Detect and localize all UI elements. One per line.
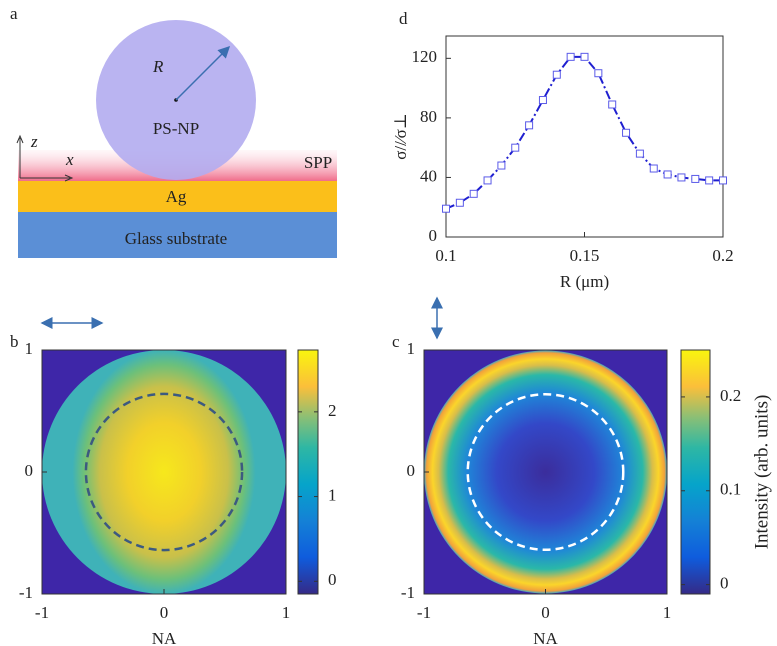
data-point xyxy=(705,176,714,185)
na-circle xyxy=(466,392,625,552)
y-tick-label: 40 xyxy=(420,166,437,185)
x-tick-label: 1 xyxy=(282,603,291,622)
data-point xyxy=(511,143,520,152)
x-axis-label: R (μm) xyxy=(560,272,609,291)
colorbar-label: Intensity (arb. units) xyxy=(751,395,772,550)
y-tick-label: 120 xyxy=(412,47,438,66)
data-point xyxy=(442,204,450,213)
radius-label: R xyxy=(152,57,164,76)
data-point xyxy=(538,96,547,105)
x-tick-label: 0 xyxy=(160,603,169,622)
substrate-label: Glass substrate xyxy=(125,229,227,248)
data-point xyxy=(649,164,658,173)
data-point xyxy=(566,52,575,61)
heatmap-image xyxy=(424,350,667,594)
y-tick-label: 0 xyxy=(407,461,416,480)
colorbar-tick-label: 2 xyxy=(328,401,337,420)
data-point xyxy=(677,173,686,182)
x-axis-label: NA xyxy=(533,629,558,646)
data-point xyxy=(719,176,727,185)
na-circle xyxy=(84,392,244,552)
y-tick-label: 0 xyxy=(429,226,438,245)
data-point xyxy=(663,170,672,179)
colorbar xyxy=(297,349,319,595)
radius-arrow xyxy=(175,45,231,101)
arrow-heads xyxy=(16,134,74,182)
x-tick-label: 1 xyxy=(663,603,672,622)
x-tick-label: 0.1 xyxy=(435,246,456,265)
panel-label: b xyxy=(10,332,19,351)
x-tick-label: -1 xyxy=(417,603,431,622)
diagram: a R PS-NP SPP Ag Glass substrate z x xyxy=(10,4,337,258)
y-axis-label: σ//⁄σ⊥ xyxy=(391,113,410,160)
colorbar-tick-label: 0 xyxy=(720,574,729,593)
data-point xyxy=(455,198,464,207)
y-tick-label: 1 xyxy=(25,339,34,358)
data-point xyxy=(469,189,478,198)
colorbar xyxy=(680,349,711,595)
y-tick-label: -1 xyxy=(401,583,415,602)
data-point xyxy=(580,52,589,61)
colorbar-tick-label: 1 xyxy=(328,485,337,504)
silver-layer xyxy=(18,181,337,212)
series-line xyxy=(445,55,723,210)
z-label: z xyxy=(30,132,38,151)
plot-frame xyxy=(445,35,724,238)
heatmap-image xyxy=(42,350,286,594)
colorbar-tick-label: 0.1 xyxy=(720,480,741,499)
x-tick-label: 0.15 xyxy=(570,246,600,265)
x-tick-label: 0.2 xyxy=(712,246,733,265)
particle-label: PS-NP xyxy=(153,119,199,138)
axes-arrows xyxy=(19,138,70,179)
y-tick-label: 0 xyxy=(25,461,34,480)
data-point xyxy=(622,128,631,137)
x-label: x xyxy=(65,150,74,169)
panel-label: d xyxy=(399,9,408,28)
colorbar-tick-label: 0 xyxy=(328,570,337,589)
y-tick-label: 80 xyxy=(420,107,437,126)
data-point xyxy=(608,100,617,109)
data-point xyxy=(483,176,492,185)
metal-label: Ag xyxy=(166,187,187,206)
panel-label: a xyxy=(10,4,18,23)
data-point xyxy=(691,174,700,183)
data-point xyxy=(594,69,603,78)
data-point xyxy=(552,70,561,79)
y-tick-label: -1 xyxy=(19,583,33,602)
data-point xyxy=(635,149,644,158)
x-axis-label: NA xyxy=(152,629,177,646)
data-point xyxy=(497,161,506,170)
colorbar-tick-label: 0.2 xyxy=(720,386,741,405)
y-tick-label: 1 xyxy=(407,339,416,358)
data-point xyxy=(525,121,534,130)
glass-layer xyxy=(18,212,337,258)
spp-label: SPP xyxy=(304,153,332,172)
x-tick-label: -1 xyxy=(35,603,49,622)
x-tick-label: 0 xyxy=(541,603,550,622)
panel-label: c xyxy=(392,332,400,351)
